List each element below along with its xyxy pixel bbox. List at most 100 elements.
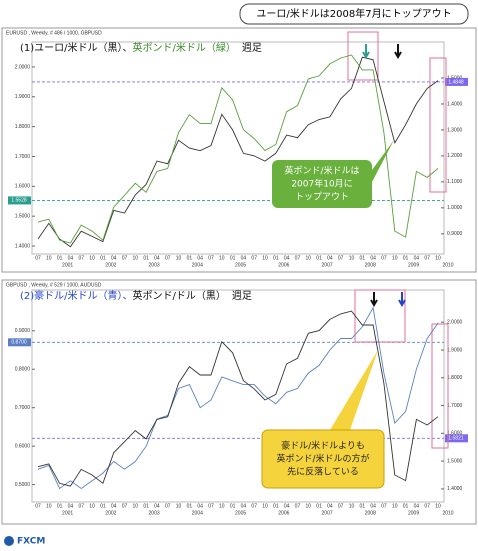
x-tick-label: 04: [111, 255, 117, 261]
x-tick-label: 07: [208, 503, 214, 509]
callout-box: [272, 160, 372, 208]
x-tick-label: 10: [89, 503, 95, 509]
y-tick-label: 1.5000: [15, 214, 31, 220]
x-tick-label: 07: [35, 503, 41, 509]
x-tick-label: 04: [154, 255, 160, 261]
x-tick-label: 04: [68, 255, 74, 261]
x-tick-label: 10: [392, 255, 398, 261]
header-note-box: [239, 3, 469, 25]
arrow: [394, 44, 402, 59]
x-tick-label: 04: [370, 503, 376, 509]
x-tick-label: 10: [219, 255, 225, 261]
x-tick-label: 07: [295, 255, 301, 261]
x-tick-label: 07: [122, 255, 128, 261]
x-tick-label: 01: [187, 255, 193, 261]
plot-area: [31, 41, 445, 255]
logo: FXCM: [4, 536, 45, 547]
year-label: 2005: [235, 262, 246, 268]
x-tick-label: 04: [68, 503, 74, 509]
y2-tick-label: 1.4000: [447, 101, 463, 107]
year-label: 2006: [278, 262, 289, 268]
x-tick-label: 04: [370, 255, 376, 261]
x-tick-label: 10: [349, 255, 355, 261]
x-tick-label: 04: [327, 255, 333, 261]
series-line: [37, 306, 439, 490]
y2-tick-label: 1.3000: [447, 127, 463, 133]
panel-header: EURUSD , Weekly, # 486 / 1000, GBPUSD: [6, 30, 102, 36]
callout-line: 先に反落している: [287, 466, 359, 478]
reference-badge: [445, 434, 468, 443]
panel-header: GBPUSD , Weekly, # 529 / 1000, AUDUSD: [6, 282, 102, 288]
y2-tick-label: 2.0000: [447, 320, 463, 326]
highlight-box: [429, 57, 447, 193]
x-tick-label: 01: [143, 503, 149, 509]
year-label: 2010: [442, 510, 453, 516]
callout-line: 2007年10月に: [291, 178, 352, 190]
x-tick-label: 04: [327, 503, 333, 509]
plot-area: [31, 289, 445, 503]
x-tick-label: 01: [403, 503, 409, 509]
x-tick-label: 10: [176, 255, 182, 261]
x-tick-label: 07: [78, 503, 84, 509]
callout-line: 英ポンド/米ドルの方が: [276, 453, 369, 465]
x-tick-label: 07: [424, 255, 430, 261]
y2-tick-label: 0.9000: [447, 231, 463, 237]
y2-tick-label: 1.1000: [447, 179, 463, 185]
reference-label: 0.8700: [11, 340, 27, 346]
x-tick-label: 10: [435, 255, 441, 261]
x-tick-label: 07: [338, 255, 344, 261]
year-label: 2009: [408, 510, 419, 516]
arrow: [398, 292, 406, 307]
x-tick-label: 07: [208, 255, 214, 261]
header-note: ユーロ/米ドルは2008年7月にトップアウト: [256, 7, 451, 20]
x-tick-label: 01: [100, 255, 106, 261]
title-part: 英ポンド/ドル（黒）: [133, 289, 226, 302]
x-tick-label: 01: [230, 255, 236, 261]
series-line: [37, 310, 439, 487]
x-tick-label: 01: [360, 503, 366, 509]
x-tick-label: 04: [284, 255, 290, 261]
y2-tick-label: 1.6000: [447, 431, 463, 437]
callout-pointer: [330, 350, 378, 430]
year-label: 2003: [149, 262, 160, 268]
y-tick-label: 0.6000: [15, 443, 31, 449]
year-label: 2001: [62, 262, 73, 268]
x-tick-label: 01: [187, 503, 193, 509]
reference-label: 1.4848: [448, 79, 464, 85]
y2-tick-label: 1.7000: [447, 403, 463, 409]
x-tick-label: 04: [241, 255, 247, 261]
y2-tick-label: 1.4000: [447, 486, 463, 492]
x-tick-label: 10: [349, 503, 355, 509]
reference-badge: [8, 196, 31, 205]
y-tick-label: 0.9000: [15, 328, 31, 334]
panel-frame: [1, 27, 477, 273]
x-tick-label: 01: [403, 255, 409, 261]
panel-title: (2)豪ドル/米ドル（青）、英ポンド/ドル（黒） 週足: [20, 289, 252, 302]
title-part: 週足: [242, 42, 262, 54]
x-tick-label: 04: [197, 503, 203, 509]
x-tick-label: 10: [46, 255, 52, 261]
y-tick-label: 1.6000: [15, 184, 31, 190]
callout-line: 英ポンド/米ドルは: [284, 165, 359, 177]
x-tick-label: 01: [360, 255, 366, 261]
reference-badge: [445, 77, 468, 86]
callout-line: 豪ドル/米ドルよりも: [281, 440, 365, 452]
year-label: 2003: [149, 510, 160, 516]
year-label: 2008: [365, 262, 376, 268]
x-tick-label: 01: [100, 503, 106, 509]
y-tick-label: 1.8000: [15, 124, 31, 130]
x-tick-label: 01: [273, 503, 279, 509]
year-label: 2001: [62, 510, 73, 516]
year-label: 2002: [105, 262, 116, 268]
year-label: 2007: [322, 510, 333, 516]
x-tick-label: 07: [381, 503, 387, 509]
year-label: 2004: [192, 262, 203, 268]
y-tick-label: 1.7000: [15, 154, 31, 160]
title-part: 英ポンド/米ドル（緑）: [133, 41, 236, 54]
y-tick-label: 1.9000: [15, 94, 31, 100]
x-tick-label: 04: [111, 503, 117, 509]
x-tick-label: 07: [295, 503, 301, 509]
x-tick-label: 07: [251, 255, 257, 261]
panel-2: GBPUSD , Weekly, # 529 / 1000, AUDUSD 0.5…: [1, 279, 477, 525]
